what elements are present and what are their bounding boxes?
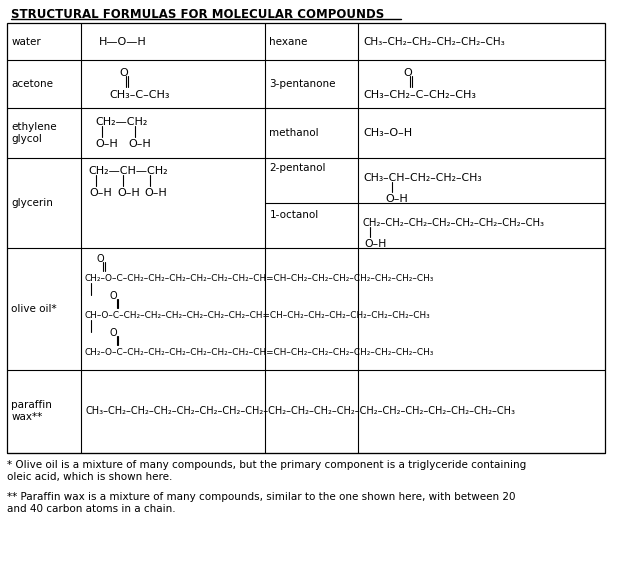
Text: CH₃–CH₂–CH₂–CH₂–CH₂–CH₃: CH₃–CH₂–CH₂–CH₂–CH₂–CH₃	[363, 37, 505, 47]
Text: water: water	[12, 37, 41, 47]
Text: O: O	[403, 68, 412, 78]
Text: H—O—H: H—O—H	[99, 37, 146, 47]
Text: O–H: O–H	[95, 139, 118, 149]
Text: CH₃–CH–CH₂–CH₂–CH₃: CH₃–CH–CH₂–CH₂–CH₃	[363, 173, 481, 183]
Text: CH₂—CH₂: CH₂—CH₂	[95, 117, 148, 127]
Text: O: O	[97, 254, 104, 264]
Text: 1-octanol: 1-octanol	[269, 210, 319, 220]
Text: ** Paraffin wax is a mixture of many compounds, similar to the one shown here, w: ** Paraffin wax is a mixture of many com…	[6, 492, 515, 514]
Text: hexane: hexane	[269, 37, 308, 47]
Text: O–H: O–H	[385, 194, 408, 204]
Text: CH₃–CH₂–CH₂–CH₂–CH₂–CH₂–CH₂–CH₂–CH₂–CH₂–CH₂–CH₂–CH₂–CH₂–CH₂–CH₂–CH₂–CH₂–CH₃: CH₃–CH₂–CH₂–CH₂–CH₂–CH₂–CH₂–CH₂–CH₂–CH₂–…	[86, 406, 516, 416]
Text: paraffin
wax**: paraffin wax**	[12, 400, 52, 422]
Text: O: O	[120, 68, 128, 78]
Text: 2-pentanol: 2-pentanol	[269, 163, 326, 173]
Text: CH–O–C–CH₂–CH₂–CH₂–CH₂–CH₂–CH₂–CH=CH–CH₂–CH₂–CH₂–CH₂–CH₂–CH₂–CH₃: CH–O–C–CH₂–CH₂–CH₂–CH₂–CH₂–CH₂–CH=CH–CH₂…	[84, 311, 430, 320]
Text: STRUCTURAL FORMULAS FOR MOLECULAR COMPOUNDS: STRUCTURAL FORMULAS FOR MOLECULAR COMPOU…	[12, 8, 385, 21]
Text: CH₂—CH—CH₂: CH₂—CH—CH₂	[89, 166, 168, 176]
Text: O–H: O–H	[144, 188, 167, 198]
Text: * Olive oil is a mixture of many compounds, but the primary component is a trigl: * Olive oil is a mixture of many compoun…	[6, 460, 526, 482]
Text: CH₂–O–C–CH₂–CH₂–CH₂–CH₂–CH₂–CH₂–CH=CH–CH₂–CH₂–CH₂–CH₂–CH₂–CH₂–CH₃: CH₂–O–C–CH₂–CH₂–CH₂–CH₂–CH₂–CH₂–CH=CH–CH…	[84, 348, 433, 357]
Text: methanol: methanol	[269, 128, 319, 138]
Text: CH₂–CH₂–CH₂–CH₂–CH₂–CH₂–CH₂–CH₃: CH₂–CH₂–CH₂–CH₂–CH₂–CH₂–CH₂–CH₃	[363, 218, 545, 228]
Text: O–H: O–H	[364, 239, 387, 249]
Text: CH₃–C–CH₃: CH₃–C–CH₃	[110, 90, 170, 100]
Text: acetone: acetone	[12, 79, 54, 89]
Bar	[6, 23, 605, 453]
Text: CH₃–O–H: CH₃–O–H	[363, 128, 412, 138]
Text: 3-pentanone: 3-pentanone	[269, 79, 336, 89]
Text: O: O	[110, 328, 118, 338]
Text: olive oil*: olive oil*	[12, 304, 57, 314]
Text: CH₃–CH₂–C–CH₂–CH₃: CH₃–CH₂–C–CH₂–CH₃	[363, 90, 476, 100]
Text: O–H: O–H	[128, 139, 151, 149]
Text: CH₂–O–C–CH₂–CH₂–CH₂–CH₂–CH₂–CH₂–CH=CH–CH₂–CH₂–CH₂–CH₂–CH₂–CH₂–CH₃: CH₂–O–C–CH₂–CH₂–CH₂–CH₂–CH₂–CH₂–CH=CH–CH…	[84, 274, 433, 283]
Text: glycerin: glycerin	[12, 198, 53, 208]
Text: ethylene
glycol: ethylene glycol	[12, 122, 57, 144]
Text: O–H: O–H	[118, 188, 140, 198]
Text: O–H: O–H	[90, 188, 113, 198]
Text: O: O	[110, 291, 118, 301]
